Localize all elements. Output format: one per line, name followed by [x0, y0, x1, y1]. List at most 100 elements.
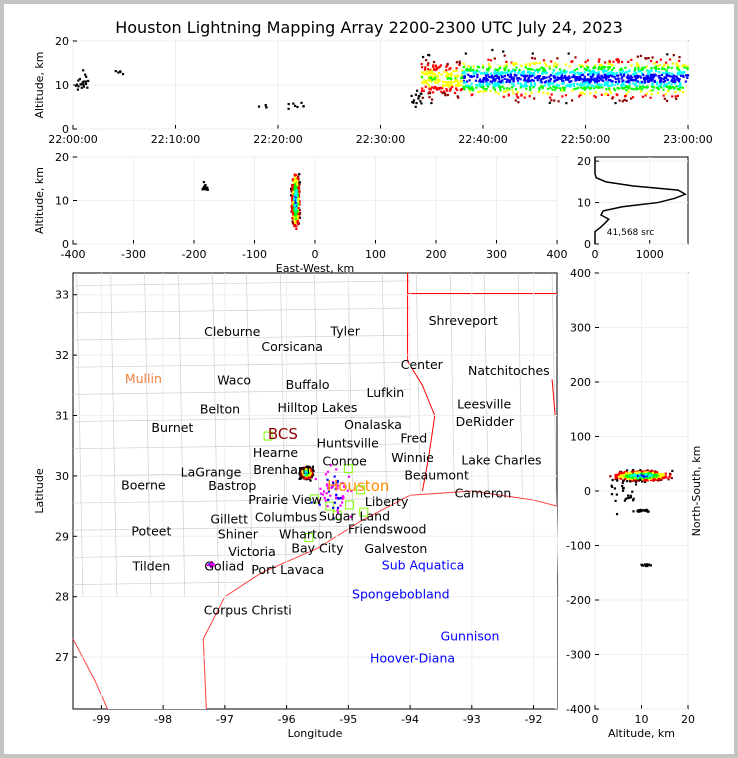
lightning-source — [621, 473, 625, 477]
lightning-source — [498, 85, 502, 88]
lightning-source — [481, 78, 485, 81]
lightning-source — [336, 487, 339, 490]
lightning-source — [598, 58, 601, 61]
lightning-source — [653, 66, 656, 69]
lightning-source — [464, 72, 467, 75]
lightning-source — [411, 100, 414, 104]
lightning-source — [581, 73, 585, 76]
lightning-source — [425, 79, 428, 82]
lightning-source — [648, 71, 651, 74]
y-axis-label: Altitude, km — [33, 51, 46, 118]
lightning-source — [631, 476, 634, 480]
lightning-source — [597, 75, 600, 79]
lightning-source — [612, 87, 616, 90]
lightning-source — [607, 66, 610, 69]
lightning-source — [302, 469, 305, 472]
lightning-source — [620, 84, 623, 87]
lightning-source — [671, 75, 674, 78]
lightning-source — [684, 80, 687, 83]
lightning-source — [333, 475, 336, 478]
x-tick-label: 10 — [635, 713, 649, 726]
lightning-source — [624, 85, 628, 89]
lightning-source — [480, 80, 483, 83]
county-line — [72, 307, 411, 314]
lightning-source — [657, 88, 660, 91]
lightning-source — [461, 87, 464, 91]
lightning-source — [673, 78, 677, 81]
lightning-source — [630, 474, 633, 477]
lightning-source — [614, 477, 617, 481]
x-tick-label: -92 — [525, 713, 543, 726]
lightning-source — [482, 85, 485, 88]
lightning-source — [342, 496, 345, 499]
lightning-source — [607, 84, 610, 88]
lightning-source — [662, 78, 665, 81]
lightning-source — [649, 73, 652, 77]
county-line — [72, 470, 411, 477]
lightning-source — [653, 73, 656, 76]
x-tick-label: 22:40:00 — [458, 133, 507, 146]
lightning-source — [585, 78, 588, 81]
lightning-source — [335, 493, 338, 496]
lightning-source — [499, 86, 502, 90]
lightning-source — [556, 63, 559, 66]
lightning-source — [441, 84, 444, 87]
lightning-source — [636, 476, 639, 479]
lightning-source — [669, 474, 672, 477]
lightning-source — [659, 81, 662, 84]
lightning-source — [541, 72, 544, 75]
lightning-source — [557, 73, 560, 76]
lightning-source — [657, 476, 660, 479]
lightning-source — [558, 68, 562, 71]
figure-title: Houston Lightning Mapping Array 2200-230… — [115, 18, 623, 37]
lightning-source — [650, 69, 653, 72]
lightning-source — [598, 66, 601, 69]
lightning-source — [530, 91, 533, 94]
lightning-source — [532, 72, 535, 75]
lightning-source — [429, 76, 433, 79]
lightning-source — [686, 65, 689, 68]
lightning-source — [671, 95, 674, 98]
lightning-source — [551, 88, 554, 91]
lightning-source — [669, 75, 672, 78]
lightning-source — [635, 79, 638, 83]
lightning-source — [468, 87, 471, 90]
lightning-source — [641, 85, 644, 88]
lightning-source — [558, 71, 561, 74]
lightning-source — [511, 86, 514, 89]
lightning-source — [291, 186, 294, 189]
lightning-source — [420, 71, 424, 74]
lightning-source — [206, 188, 209, 191]
lightning-source — [517, 72, 520, 75]
x-tick-label: 0 — [592, 713, 599, 726]
city-label: Natchitoches — [468, 363, 550, 378]
lightning-source — [460, 77, 463, 80]
city-label: Beaumont — [404, 467, 469, 482]
lightning-source — [670, 83, 673, 86]
lightning-source — [667, 74, 670, 77]
lightning-source — [552, 64, 556, 68]
lightning-source — [424, 85, 427, 88]
lightning-source — [456, 84, 460, 87]
lightning-source — [433, 87, 436, 90]
lightning-source — [425, 59, 428, 62]
lightning-source — [512, 76, 515, 79]
lightning-source — [429, 75, 432, 78]
lightning-source — [591, 75, 594, 78]
county-line — [551, 272, 559, 597]
lightning-source — [653, 79, 656, 82]
lightning-source — [302, 105, 305, 108]
lightning-source — [655, 69, 658, 73]
lightning-source — [586, 79, 590, 82]
city-label: Shreveport — [429, 313, 498, 328]
lightning-source — [516, 91, 519, 94]
lightning-source — [676, 78, 679, 81]
lightning-source — [293, 188, 297, 191]
lightning-source — [645, 74, 648, 78]
lightning-source — [493, 71, 496, 74]
lightning-source — [685, 74, 688, 77]
lightning-source — [679, 86, 682, 89]
lightning-source — [485, 72, 488, 75]
lightning-source — [531, 68, 534, 71]
lightning-source — [432, 76, 435, 79]
